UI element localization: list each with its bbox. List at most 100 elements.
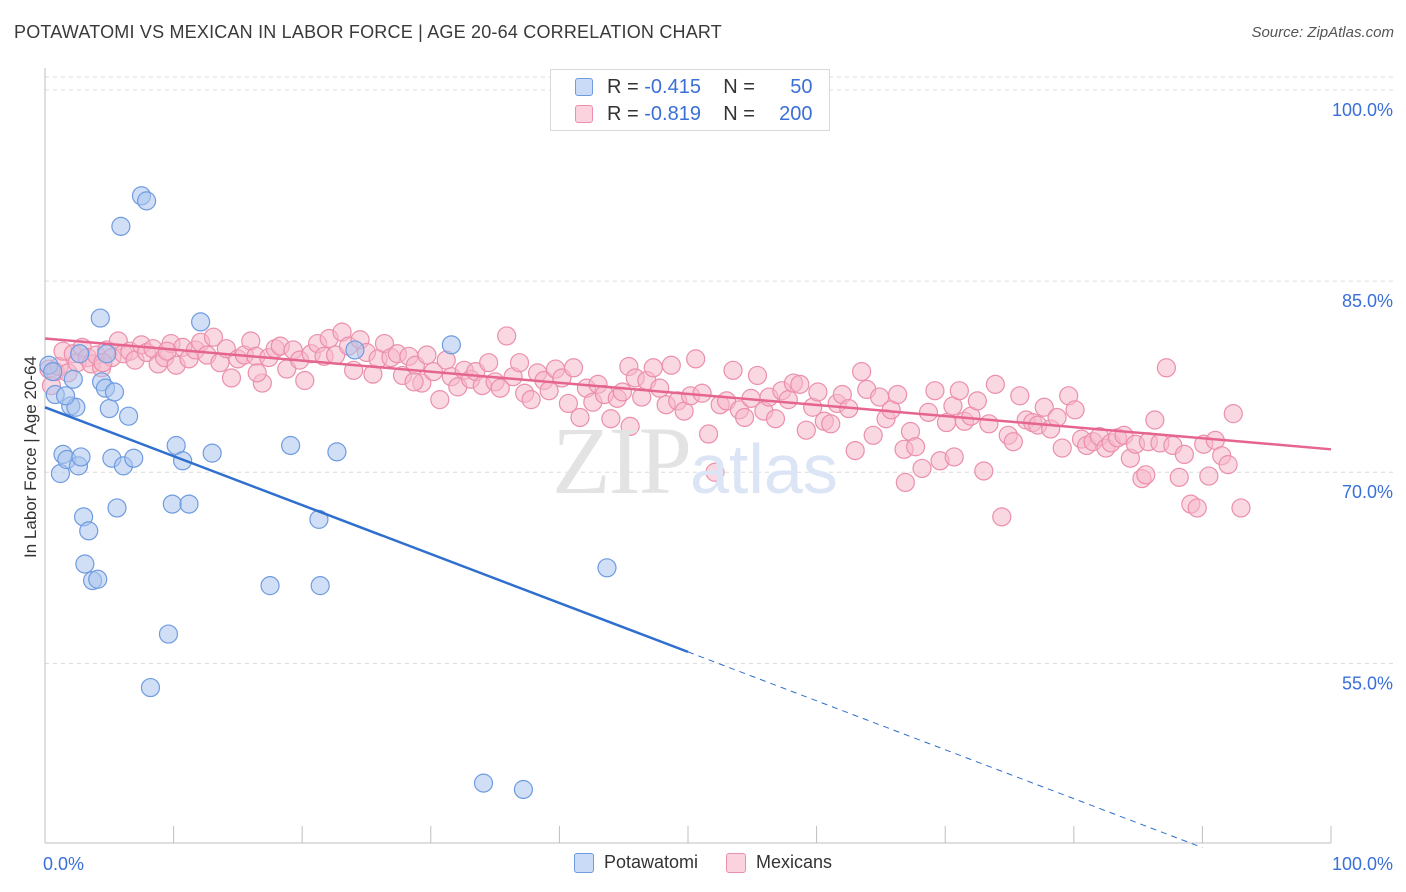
x-tick-labels: 0.0% 100.0%	[43, 854, 1393, 874]
potawatomi-point	[104, 382, 125, 402]
legend-swatch-mexicans	[726, 852, 746, 873]
mexicans-point	[1052, 438, 1072, 458]
legend-item-mexicans[interactable]: Mexicans	[726, 852, 832, 873]
x-tick-label: 100.0%	[1332, 854, 1393, 874]
watermark: ZIPatlas	[552, 405, 838, 516]
mexicans-point	[944, 447, 964, 467]
mexicans-point	[912, 458, 932, 479]
mexicans-point	[808, 382, 828, 402]
mexicans-point	[692, 383, 712, 403]
y-tick-label: 85.0%	[1342, 291, 1393, 311]
legend-r-label: R =	[607, 75, 645, 98]
mexicans-point	[979, 414, 999, 434]
potawatomi-point	[97, 344, 117, 364]
mexicans-point	[949, 381, 969, 401]
potawatomi-point	[310, 576, 330, 596]
y-tick-labels: 100.0% 85.0% 70.0% 55.0%	[1332, 100, 1393, 693]
chart-title: POTAWATOMI VS MEXICAN IN LABOR FORCE | A…	[14, 22, 723, 42]
mexicans-point	[1034, 397, 1054, 417]
legend-swatch-potawatomi	[573, 852, 594, 873]
mexicans-point	[1136, 465, 1156, 485]
mexicans-point	[1156, 358, 1176, 378]
axis-ticks	[44, 826, 1332, 843]
mexicans-point	[985, 374, 1005, 394]
legend-item-potawatomi[interactable]: Potawatomi	[573, 852, 698, 873]
potawatomi-point	[513, 779, 533, 800]
potawatomi-point	[140, 677, 161, 698]
potawatomi-points	[39, 186, 617, 800]
mexicans-point	[796, 420, 816, 440]
y-axis-label: In Labor Force | Age 20-64	[21, 356, 40, 558]
legend-swatch-mexicans	[575, 105, 593, 123]
potawatomi-point	[118, 406, 139, 426]
potawatomi-point	[202, 443, 222, 463]
stats-legend: R = -0.415 N = 50 R = -0.819 N = 200	[550, 69, 830, 131]
y-tick-label: 55.0%	[1342, 673, 1393, 693]
potawatomi-point	[55, 386, 76, 406]
legend-swatch-potawatomi	[575, 78, 593, 96]
potawatomi-point	[158, 624, 179, 644]
potawatomi-point	[70, 344, 90, 364]
grid-lines	[45, 76, 1393, 664]
legend-label-potawatomi: Potawatomi	[603, 852, 698, 872]
mexicans-point	[221, 368, 242, 388]
mexicans-point	[1174, 444, 1194, 465]
mexicans-point	[888, 384, 908, 405]
mexicans-point	[1145, 410, 1165, 430]
legend-n-value: 50	[790, 75, 813, 98]
mexicans-point	[1169, 467, 1189, 487]
mexicans-point	[992, 507, 1012, 527]
trend-lines	[44, 337, 1332, 849]
mexicans-point	[765, 409, 786, 429]
potawatomi-point	[90, 308, 110, 328]
legend-row-mexicans: R = -0.819 N = 200	[575, 102, 812, 126]
potawatomi-point	[43, 361, 63, 382]
potawatomi-point	[597, 558, 617, 578]
mexicans-point	[1003, 432, 1023, 452]
legend-n-label: N =	[723, 75, 761, 98]
potawatomi-point	[327, 442, 347, 462]
potawatomi-point	[281, 435, 301, 456]
mexicans-point	[558, 393, 579, 414]
mexicans-point	[723, 360, 743, 380]
mexicans-point	[1010, 386, 1030, 406]
potawatomi-point	[260, 576, 280, 596]
potawatomi-point	[88, 569, 108, 589]
mexicans-point	[821, 414, 841, 434]
mexicans-point	[918, 402, 939, 422]
watermark-atlas: atlas	[690, 430, 838, 508]
potawatomi-point	[107, 498, 127, 518]
mexicans-point	[247, 363, 267, 383]
mexicans-point	[661, 355, 681, 375]
legend-label-mexicans: Mexicans	[756, 852, 833, 872]
potawatomi-point	[71, 447, 91, 467]
legend-r-value: -0.819	[644, 102, 701, 125]
mexicans-point	[698, 424, 719, 444]
mexicans-point	[895, 472, 915, 493]
potawatomi-point	[441, 335, 461, 355]
mexicans-point	[925, 381, 945, 401]
mexicans-point	[509, 353, 530, 373]
mexicans-point	[906, 437, 926, 457]
mexicans-point	[734, 407, 755, 428]
mexicans-point	[974, 461, 994, 481]
mexicans-point	[620, 416, 640, 436]
mexicans-point	[1218, 455, 1238, 475]
legend-r-label: R =	[607, 102, 645, 125]
potawatomi-point	[345, 340, 365, 360]
mexicans-point	[417, 345, 437, 365]
potawatomi-point	[75, 554, 95, 574]
watermark-zip: ZIP	[552, 407, 692, 514]
mexicans-point	[845, 440, 865, 461]
potawatomi-point	[99, 398, 119, 419]
mexicans-point	[1187, 498, 1207, 518]
mexicans-point	[563, 358, 584, 378]
mexicans-point	[747, 365, 768, 386]
potawatomi-trend-extension	[687, 651, 1203, 849]
series-legend: Potawatomi Mexicans	[0, 852, 1406, 873]
mexicans-point	[1047, 407, 1067, 428]
potawatomi-point	[111, 216, 131, 236]
mexicans-point	[570, 407, 590, 428]
mexicans-point	[612, 382, 633, 402]
mexicans-point	[203, 327, 224, 347]
